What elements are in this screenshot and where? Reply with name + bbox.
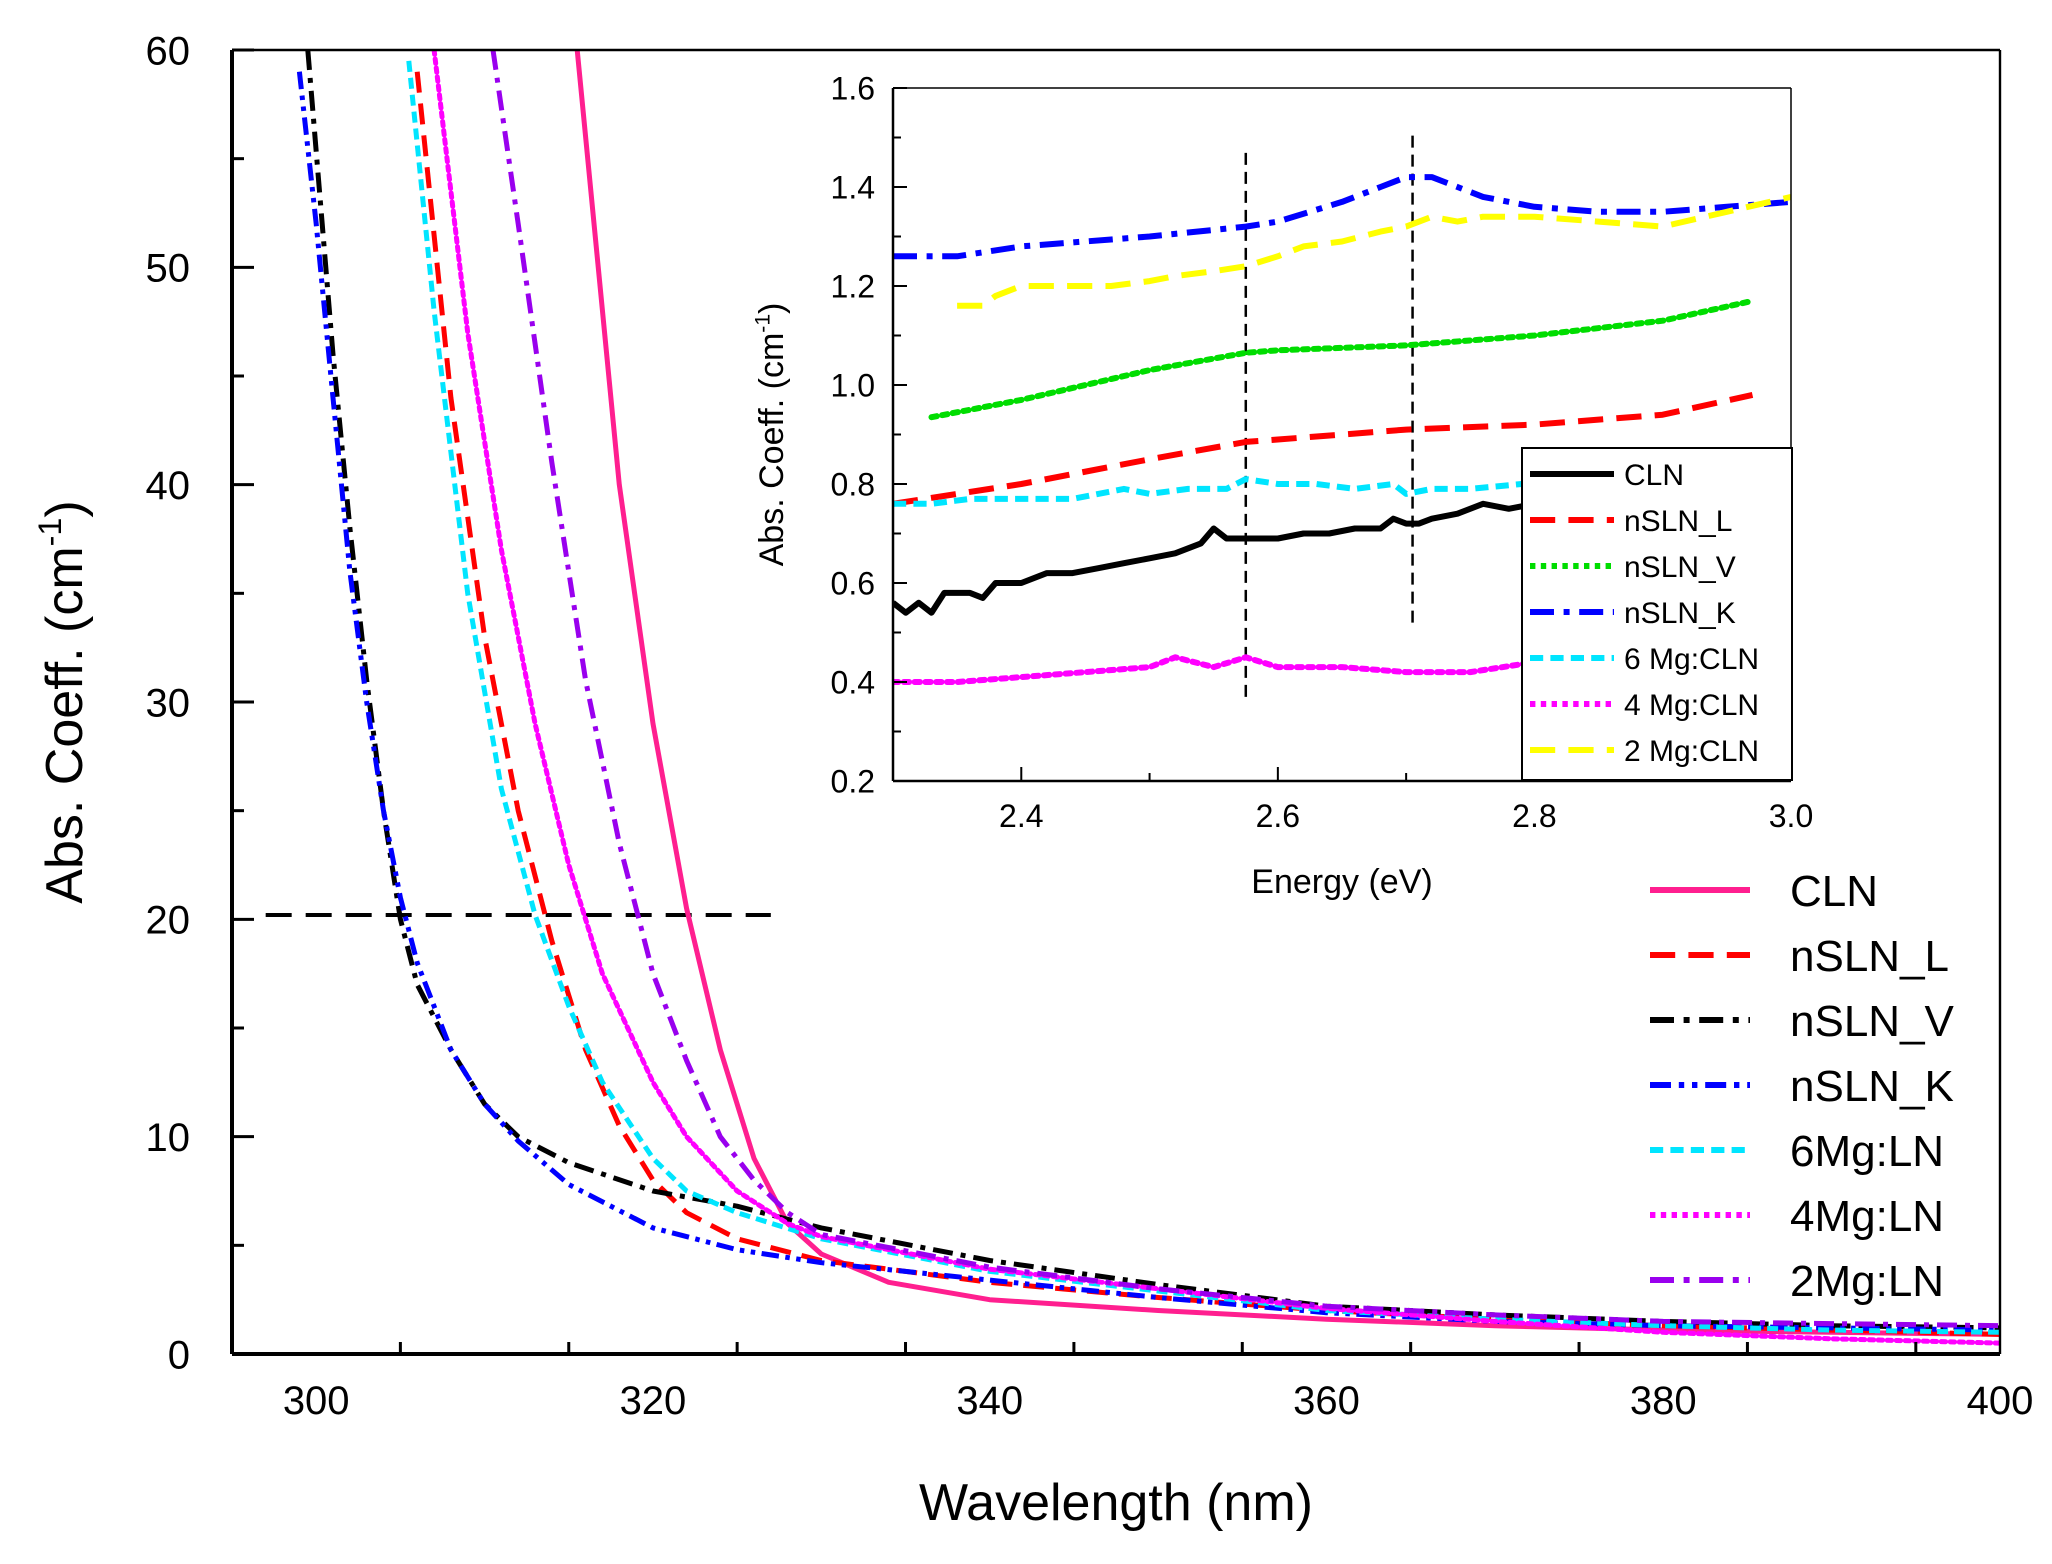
main-legend-label: nSLN_L xyxy=(1790,932,1949,981)
main-x-axis-title: Wavelength (nm) xyxy=(919,1474,1313,1532)
inset-x-tick-label: 3.0 xyxy=(1769,798,1813,834)
main-y-tick-label: 50 xyxy=(146,247,191,291)
main-legend-label: 2Mg:LN xyxy=(1790,1257,1944,1306)
inset-legend-label: CLN xyxy=(1624,459,1684,492)
main-legend-label: CLN xyxy=(1790,867,1878,916)
inset-plot: 2.4 2.6 2.8 3.0 0.2 0.4 0.6 0.8 1.0 1.2 1.4 1.6 Ener… xyxy=(751,71,1813,901)
inset-series-2-mg-cln xyxy=(957,193,1791,309)
main-series-2mg-ln xyxy=(490,50,2000,1329)
main-legend: CLN nSLN_L nSLN_V nSLN_K 6Mg:LN 4Mg:LN 2Mg:LN xyxy=(1650,867,1955,1306)
main-y-tick-label: 0 xyxy=(168,1333,190,1377)
inset-y-tick-label: 1.6 xyxy=(831,71,875,107)
main-series-6mg-ln xyxy=(406,60,2000,1335)
main-y-tick-label: 20 xyxy=(146,899,191,943)
inset-series-cln xyxy=(893,500,1535,616)
inset-y-tick-label: 0.4 xyxy=(831,665,875,701)
inset-y-tick-label: 1.0 xyxy=(831,368,875,404)
inset-x-tick-label: 2.8 xyxy=(1512,798,1556,834)
main-x-tick-label: 300 xyxy=(283,1379,350,1423)
main-y-tick-label: 60 xyxy=(146,29,191,73)
inset-series-nsln-v xyxy=(928,297,1756,421)
main-y-tick-label: 10 xyxy=(146,1116,191,1160)
inset-legend-label: nSLN_K xyxy=(1624,597,1736,630)
inset-legend-label: 2 Mg:CLN xyxy=(1624,735,1759,768)
inset-legend-label: 4 Mg:CLN xyxy=(1624,689,1759,722)
inset-x-tick-label: 2.6 xyxy=(1256,798,1300,834)
main-x-tick-label: 360 xyxy=(1293,1379,1360,1423)
inset-legend-label: 6 Mg:CLN xyxy=(1624,643,1759,676)
inset-series-nsln-l xyxy=(893,391,1754,507)
main-x-tick-label: 400 xyxy=(1967,1379,2034,1423)
inset-legend: CLN nSLN_L nSLN_V nSLN_K 6 Mg:CLN 4 Mg:CLN 2 M… xyxy=(1521,447,1793,781)
inset-legend-label: nSLN_V xyxy=(1624,551,1736,584)
main-y-tick-label: 40 xyxy=(146,464,191,508)
main-legend-label: 4Mg:LN xyxy=(1790,1192,1944,1241)
main-series-4mg-ln xyxy=(431,50,2000,1346)
main-legend-label: 6Mg:LN xyxy=(1790,1127,1944,1176)
main-legend-label: nSLN_K xyxy=(1790,1062,1954,1111)
main-plot: 300 320 340 360 380 400 0 10 20 30 40 50 60 Wavelengt… xyxy=(32,29,2033,1532)
inset-y-tick-label: 0.6 xyxy=(831,566,875,602)
main-axes xyxy=(230,48,2002,1356)
inset-y-tick-label: 1.4 xyxy=(831,170,875,206)
inset-x-axis-title: Energy (eV) xyxy=(1251,863,1432,901)
main-x-tick-label: 340 xyxy=(956,1379,1023,1423)
main-y-tick-label: 30 xyxy=(146,681,191,725)
main-legend-label: nSLN_V xyxy=(1790,997,1955,1046)
main-x-tick-label: 320 xyxy=(620,1379,687,1423)
main-series-nsln-v xyxy=(305,50,2000,1331)
inset-y-tick-label: 0.2 xyxy=(831,764,875,800)
inset-series-nsln-k xyxy=(893,174,1791,260)
inset-y-axis-title: Abs. Coeff. (cm-1) xyxy=(751,303,791,567)
inset-y-tick-label: 1.2 xyxy=(831,269,875,305)
inset-y-tick-label: 0.8 xyxy=(831,467,875,503)
inset-x-tick-label: 2.4 xyxy=(999,798,1043,834)
main-y-axis-title: Abs. Coeff. (cm-1) xyxy=(32,500,94,903)
inset-legend-label: nSLN_L xyxy=(1624,505,1732,538)
main-x-tick-label: 380 xyxy=(1630,1379,1697,1423)
